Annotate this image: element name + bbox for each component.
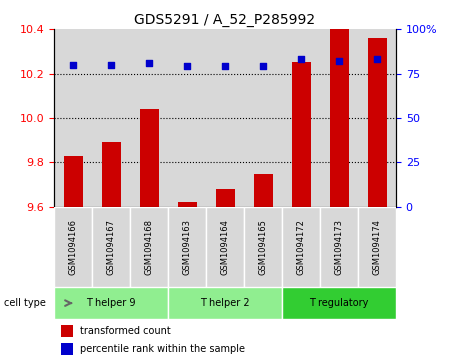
Bar <box>368 38 387 207</box>
Bar <box>244 29 282 207</box>
Text: T regulatory: T regulatory <box>309 298 369 308</box>
Bar <box>177 203 197 207</box>
Text: GSM1094165: GSM1094165 <box>258 219 267 275</box>
Text: GSM1094163: GSM1094163 <box>183 219 192 275</box>
Bar <box>320 29 358 207</box>
Bar <box>206 29 244 207</box>
Bar <box>358 29 396 207</box>
Text: T helper 9: T helper 9 <box>86 298 136 308</box>
Text: GSM1094172: GSM1094172 <box>297 219 306 275</box>
Bar <box>61 343 73 355</box>
Point <box>297 56 305 62</box>
Bar <box>216 189 234 207</box>
Bar <box>168 29 206 207</box>
Bar <box>92 29 130 207</box>
Bar <box>54 29 92 207</box>
FancyBboxPatch shape <box>168 287 282 319</box>
Text: cell type: cell type <box>4 298 46 308</box>
Text: T helper 2: T helper 2 <box>200 298 250 308</box>
Text: GSM1094166: GSM1094166 <box>68 219 77 275</box>
FancyBboxPatch shape <box>206 207 244 287</box>
FancyBboxPatch shape <box>282 207 320 287</box>
Text: GSM1094167: GSM1094167 <box>107 219 116 275</box>
Text: percentile rank within the sample: percentile rank within the sample <box>80 344 245 354</box>
Bar <box>292 62 310 207</box>
Bar <box>282 29 320 207</box>
Bar <box>329 0 348 207</box>
Point <box>374 56 381 62</box>
Text: GSM1094173: GSM1094173 <box>334 219 343 275</box>
FancyBboxPatch shape <box>92 207 130 287</box>
Text: transformed count: transformed count <box>80 326 171 337</box>
Bar <box>63 156 82 207</box>
Title: GDS5291 / A_52_P285992: GDS5291 / A_52_P285992 <box>135 13 315 26</box>
Point <box>184 64 191 69</box>
Point <box>69 62 76 68</box>
Point <box>221 64 229 69</box>
FancyBboxPatch shape <box>358 207 396 287</box>
FancyBboxPatch shape <box>282 287 396 319</box>
Bar <box>253 174 273 207</box>
FancyBboxPatch shape <box>244 207 282 287</box>
Bar <box>102 142 121 207</box>
Bar <box>130 29 168 207</box>
Point <box>108 62 115 68</box>
Text: GSM1094164: GSM1094164 <box>220 219 230 275</box>
FancyBboxPatch shape <box>130 207 168 287</box>
Text: GSM1094168: GSM1094168 <box>144 219 153 275</box>
Point <box>259 64 266 69</box>
FancyBboxPatch shape <box>54 207 92 287</box>
Bar <box>140 109 158 207</box>
Point <box>145 60 153 66</box>
Text: GSM1094174: GSM1094174 <box>373 219 382 275</box>
Bar <box>61 325 73 338</box>
FancyBboxPatch shape <box>54 287 168 319</box>
FancyBboxPatch shape <box>320 207 358 287</box>
FancyBboxPatch shape <box>168 207 206 287</box>
Point <box>335 58 342 64</box>
